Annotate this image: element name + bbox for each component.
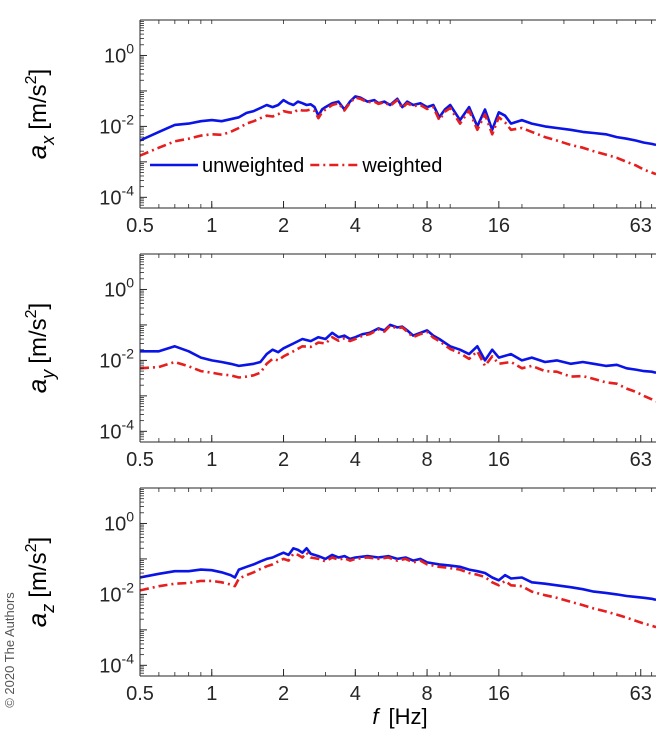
x-tick-label: 1 [206, 683, 217, 705]
y-tick-label: 100 [104, 508, 134, 535]
y-axis-label: ay[m/s2] [22, 303, 58, 393]
copyright-notice: © 2020 The Authors [2, 592, 17, 708]
x-tick-label: 4 [350, 215, 361, 237]
panel-y: 0.5 1 2 4 8 16 63 100 10-2 10-4 ay[m/s2] [22, 253, 656, 471]
x-tick-label: 63 [630, 215, 652, 237]
x-tick-label: 8 [422, 683, 433, 705]
x-tick-label: 4 [350, 449, 361, 471]
x-axis-symbol: f [372, 704, 381, 729]
y-tick-label: 10-2 [99, 579, 134, 606]
y-axis-label: ax[m/s2] [22, 69, 58, 159]
x-tick-label: 1 [206, 449, 217, 471]
x-tick-label: 0.5 [126, 683, 154, 705]
x-tick-label: 8 [422, 449, 433, 471]
panel-x: 0.5 1 2 4 8 16 63 100 10-2 10-4 ax[m/s2] unweighted… [22, 19, 656, 237]
x-tick-label: 16 [488, 215, 510, 237]
y-tick-label: 10-4 [99, 416, 134, 443]
plot-area [140, 488, 656, 676]
x-axis-label: f [Hz] [372, 704, 427, 729]
x-tick-label: 8 [422, 215, 433, 237]
y-tick-label: 100 [104, 40, 134, 67]
legend: unweighted weighted [150, 155, 442, 177]
series-line-unweighted [140, 323, 656, 374]
panels-container: 0.5 1 2 4 8 16 63 100 10-2 10-4 ax[m/s2] unweighted… [22, 19, 656, 705]
x-tick-label: 63 [630, 449, 652, 471]
y-tick-label: 100 [104, 274, 134, 301]
plot-area [140, 20, 656, 208]
x-tick-label: 2 [278, 683, 289, 705]
plot-area [140, 254, 656, 442]
x-tick-label: 0.5 [126, 215, 154, 237]
panel-z: 0.5 1 2 4 8 16 63 100 10-2 10-4 az[m/s2] [22, 487, 656, 705]
x-tick-label: 4 [350, 683, 361, 705]
x-tick-label: 1 [206, 215, 217, 237]
series-line-weighted [140, 324, 656, 403]
y-tick-label: 10-4 [99, 650, 134, 677]
y-tick-label: 10-2 [99, 345, 134, 372]
series-line-weighted [140, 551, 656, 629]
x-tick-label: 2 [278, 215, 289, 237]
x-tick-label: 0.5 [126, 449, 154, 471]
x-tick-label: 16 [488, 683, 510, 705]
y-tick-label: 10-4 [99, 182, 134, 209]
legend-label-weighted: weighted [361, 155, 442, 177]
y-axis-label: az[m/s2] [22, 537, 58, 627]
x-axis-unit: [Hz] [389, 704, 428, 729]
series-line-unweighted [140, 547, 656, 602]
x-tick-label: 2 [278, 449, 289, 471]
legend-label-unweighted: unweighted [202, 155, 304, 177]
series-line-weighted [140, 96, 656, 176]
x-tick-label: 16 [488, 449, 510, 471]
y-tick-label: 10-2 [99, 111, 134, 138]
x-tick-label: 63 [630, 683, 652, 705]
